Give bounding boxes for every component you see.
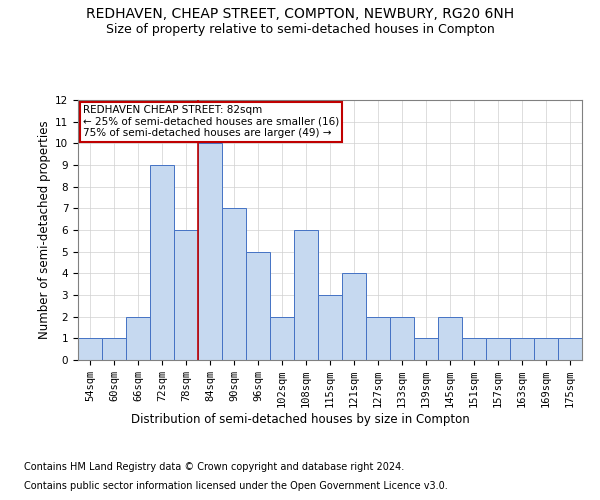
- Bar: [390, 316, 414, 360]
- Bar: [414, 338, 438, 360]
- Bar: [246, 252, 270, 360]
- Text: REDHAVEN CHEAP STREET: 82sqm
← 25% of semi-detached houses are smaller (16)
75% : REDHAVEN CHEAP STREET: 82sqm ← 25% of se…: [83, 105, 339, 138]
- Bar: [78, 338, 102, 360]
- Bar: [102, 338, 126, 360]
- Bar: [294, 230, 318, 360]
- Text: Contains public sector information licensed under the Open Government Licence v3: Contains public sector information licen…: [24, 481, 448, 491]
- Text: Size of property relative to semi-detached houses in Compton: Size of property relative to semi-detach…: [106, 22, 494, 36]
- Bar: [174, 230, 198, 360]
- Bar: [534, 338, 558, 360]
- Bar: [150, 165, 174, 360]
- Bar: [198, 144, 222, 360]
- Bar: [342, 274, 366, 360]
- Bar: [462, 338, 486, 360]
- Y-axis label: Number of semi-detached properties: Number of semi-detached properties: [38, 120, 51, 340]
- Bar: [126, 316, 150, 360]
- Bar: [270, 316, 294, 360]
- Bar: [510, 338, 534, 360]
- Bar: [366, 316, 390, 360]
- Bar: [558, 338, 582, 360]
- Bar: [486, 338, 510, 360]
- Bar: [438, 316, 462, 360]
- Bar: [222, 208, 246, 360]
- Text: Distribution of semi-detached houses by size in Compton: Distribution of semi-detached houses by …: [131, 412, 469, 426]
- Text: REDHAVEN, CHEAP STREET, COMPTON, NEWBURY, RG20 6NH: REDHAVEN, CHEAP STREET, COMPTON, NEWBURY…: [86, 8, 514, 22]
- Bar: [318, 295, 342, 360]
- Text: Contains HM Land Registry data © Crown copyright and database right 2024.: Contains HM Land Registry data © Crown c…: [24, 462, 404, 472]
